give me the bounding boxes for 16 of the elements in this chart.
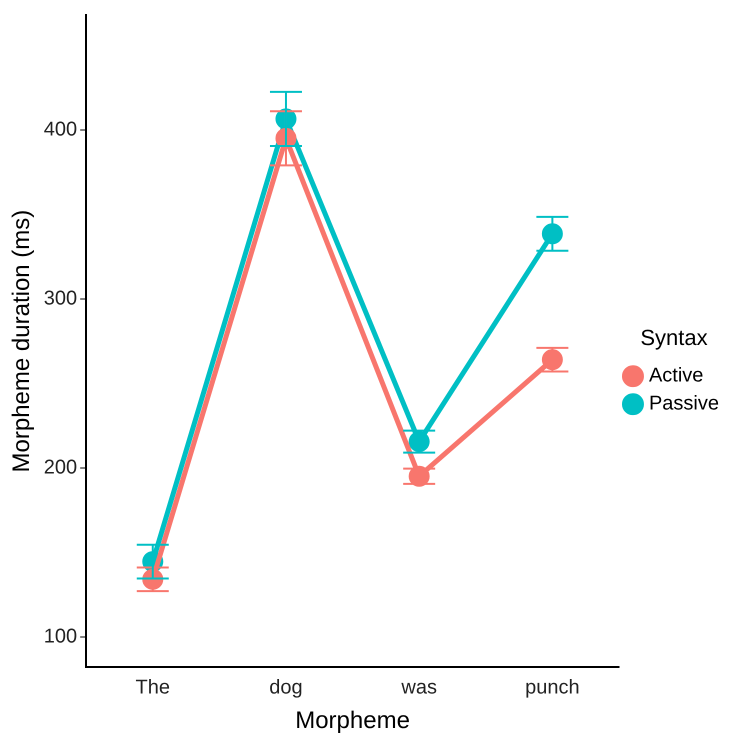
point [408, 431, 430, 452]
x-tick-label: dog [269, 676, 303, 699]
y-tick-label: 400 [44, 118, 78, 140]
legend-title: Syntax [640, 324, 708, 350]
point [542, 223, 563, 244]
legend-label: Passive [648, 392, 719, 415]
x-tick-label: was [400, 676, 437, 699]
y-tick-label: 100 [44, 625, 78, 648]
legend-label: Active [648, 364, 704, 387]
y-axis-title: Morpheme duration (ms) [8, 210, 36, 472]
y-tick-label: 200 [44, 456, 78, 478]
x-tick-label: punch [525, 676, 580, 699]
x-axis-title: Morpheme [295, 707, 410, 734]
x-tick-label: The [136, 676, 170, 699]
y-tick-label: 300 [44, 287, 78, 310]
point [542, 349, 563, 370]
